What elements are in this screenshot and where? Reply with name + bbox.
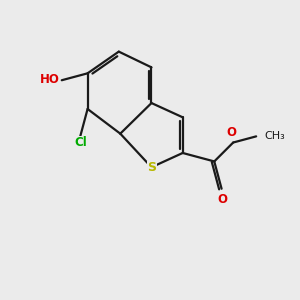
Text: CH₃: CH₃ [265,131,285,141]
Text: Cl: Cl [74,136,87,149]
Text: O: O [217,193,227,206]
Text: HO: HO [40,73,59,86]
Text: S: S [148,161,157,174]
Text: O: O [227,126,237,139]
